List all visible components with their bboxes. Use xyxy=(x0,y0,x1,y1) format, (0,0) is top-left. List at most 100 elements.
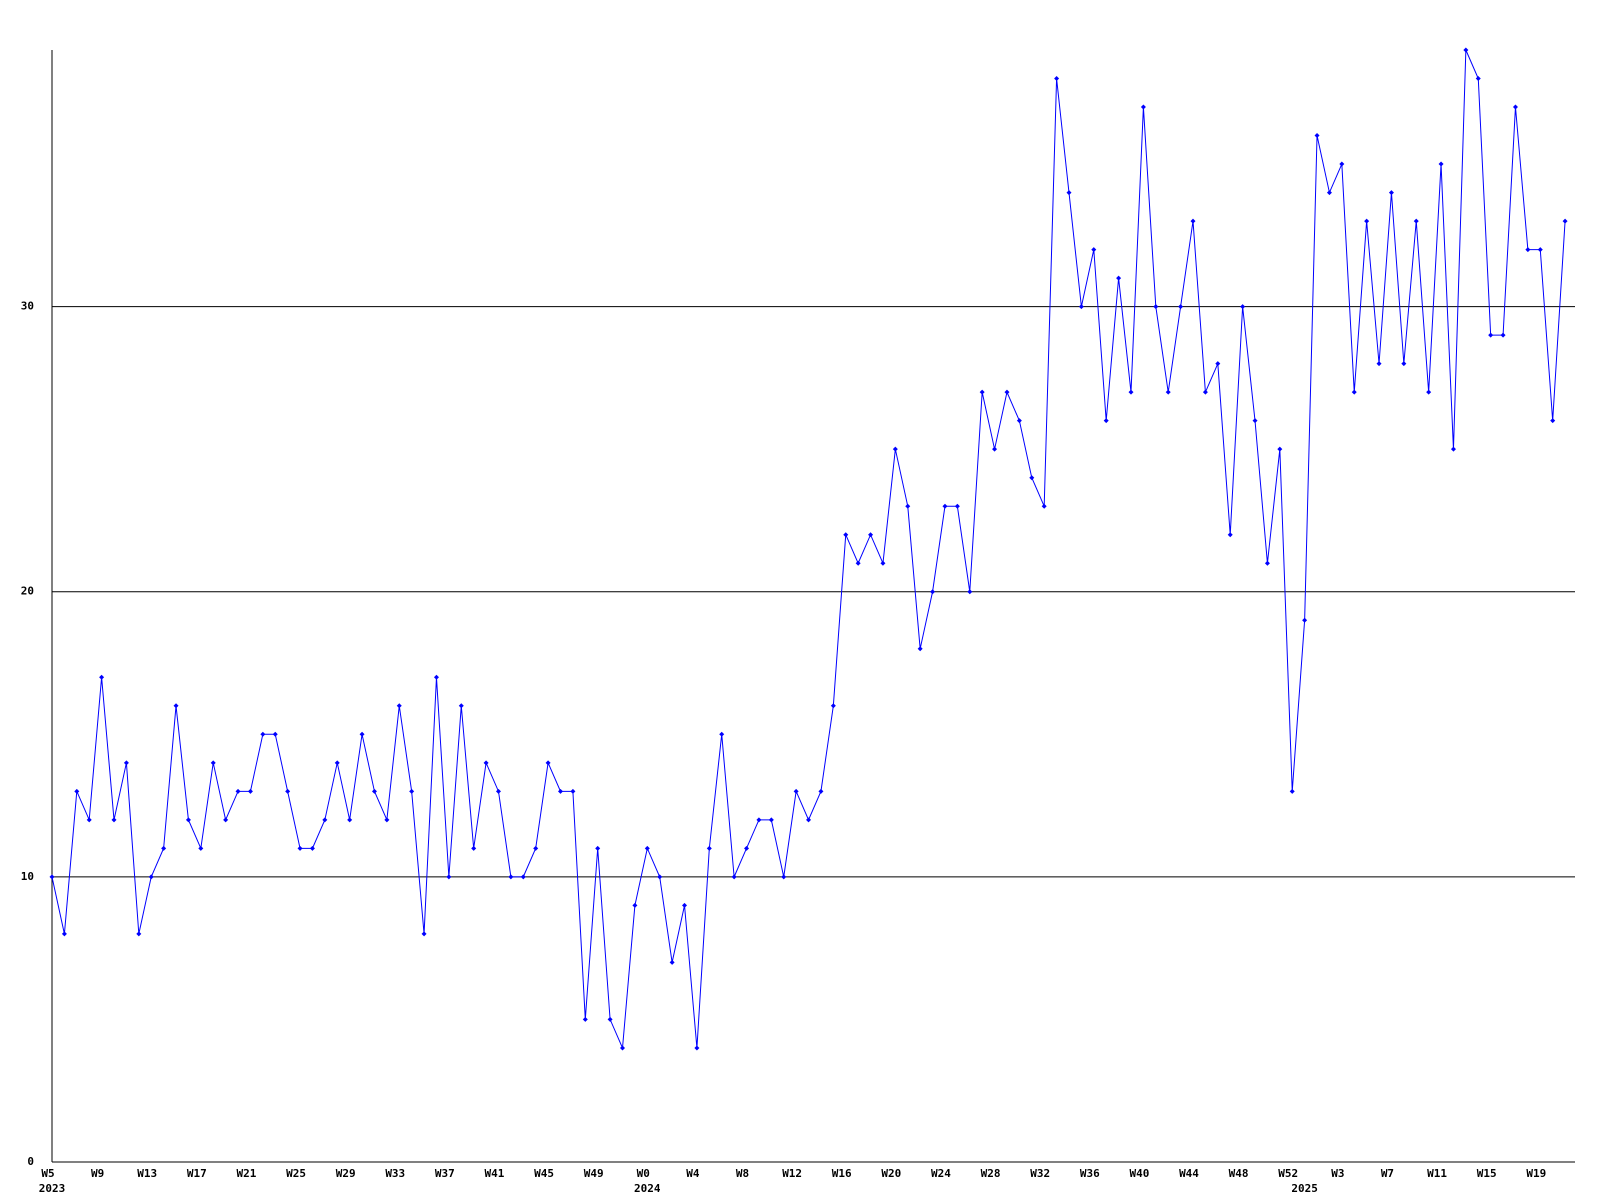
data-point xyxy=(86,817,92,823)
data-point xyxy=(1116,275,1122,281)
data-point xyxy=(954,503,960,509)
data-point xyxy=(657,874,663,880)
data-point xyxy=(1178,304,1184,310)
data-point xyxy=(1463,47,1469,53)
data-point xyxy=(892,446,898,452)
x-tick-label: W0 xyxy=(637,1167,650,1180)
data-point xyxy=(260,731,266,737)
data-point xyxy=(843,532,849,538)
x-tick-label: W40 xyxy=(1129,1167,1149,1180)
data-point xyxy=(694,1045,700,1051)
data-line xyxy=(51,49,1566,1049)
data-point xyxy=(1153,304,1159,310)
data-point xyxy=(458,703,464,709)
x-tick-label: W28 xyxy=(981,1167,1001,1180)
data-point xyxy=(433,674,439,680)
data-point xyxy=(756,817,762,823)
data-point xyxy=(1364,218,1370,224)
data-point xyxy=(285,788,291,794)
data-point xyxy=(682,902,688,908)
data-point xyxy=(1066,190,1072,196)
data-point xyxy=(644,845,650,851)
data-point xyxy=(1438,161,1444,167)
x-tick-label: W7 xyxy=(1381,1167,1394,1180)
year-label: 2025 xyxy=(1291,1182,1318,1195)
data-point xyxy=(979,389,985,395)
data-point xyxy=(1488,332,1494,338)
data-point xyxy=(719,731,725,737)
data-point xyxy=(421,931,427,937)
data-point xyxy=(1289,788,1295,794)
data-point xyxy=(148,874,154,880)
data-point xyxy=(1401,361,1407,367)
data-point xyxy=(173,703,179,709)
data-point xyxy=(99,674,105,680)
data-point xyxy=(471,845,477,851)
data-point xyxy=(1426,389,1432,395)
data-point xyxy=(1190,218,1196,224)
data-point xyxy=(533,845,539,851)
x-tick-label: W9 xyxy=(91,1167,104,1180)
x-tick-label: W44 xyxy=(1179,1167,1199,1180)
data-point xyxy=(446,874,452,880)
x-tick-label: W29 xyxy=(336,1167,356,1180)
data-point xyxy=(942,503,948,509)
x-tick-label: W33 xyxy=(385,1167,405,1180)
data-point xyxy=(49,874,55,880)
data-point xyxy=(731,874,737,880)
data-point xyxy=(396,703,402,709)
data-point xyxy=(1041,503,1047,509)
x-tick-label: W45 xyxy=(534,1167,554,1180)
x-tick-label: W25 xyxy=(286,1167,306,1180)
data-point xyxy=(1078,304,1084,310)
data-point xyxy=(136,931,142,937)
data-point xyxy=(1091,247,1097,253)
data-point xyxy=(917,646,923,652)
x-tick-label: W21 xyxy=(236,1167,256,1180)
y-tick-label: 10 xyxy=(21,870,34,883)
data-point xyxy=(607,1016,613,1022)
data-point xyxy=(1512,104,1518,110)
x-tick-label: W19 xyxy=(1526,1167,1546,1180)
data-point xyxy=(1252,418,1258,424)
data-point xyxy=(1351,389,1357,395)
data-point xyxy=(1016,418,1022,424)
data-point xyxy=(967,589,973,595)
x-tick-label: W52 xyxy=(1278,1167,1298,1180)
x-tick-label: W5 xyxy=(41,1167,54,1180)
data-point xyxy=(247,788,253,794)
x-tick-label: W15 xyxy=(1477,1167,1497,1180)
data-point xyxy=(185,817,191,823)
data-point xyxy=(198,845,204,851)
x-tick-label: W48 xyxy=(1229,1167,1249,1180)
data-point xyxy=(334,760,340,766)
data-point xyxy=(1240,304,1246,310)
x-tick-label: W20 xyxy=(881,1167,901,1180)
data-point xyxy=(992,446,998,452)
data-point xyxy=(545,760,551,766)
data-point xyxy=(483,760,489,766)
data-point xyxy=(359,731,365,737)
data-point xyxy=(123,760,129,766)
data-point xyxy=(235,788,241,794)
data-point xyxy=(930,589,936,595)
y-tick-label: 30 xyxy=(21,300,34,313)
data-point xyxy=(620,1045,626,1051)
x-tick-label: W16 xyxy=(832,1167,852,1180)
data-point xyxy=(223,817,229,823)
data-point xyxy=(1264,560,1270,566)
data-point xyxy=(1165,389,1171,395)
data-point xyxy=(74,788,80,794)
data-point xyxy=(1004,389,1010,395)
data-point xyxy=(272,731,278,737)
data-point xyxy=(1140,104,1146,110)
data-point xyxy=(1525,247,1531,253)
data-point xyxy=(1339,161,1345,167)
data-point xyxy=(1054,76,1060,82)
data-point xyxy=(557,788,563,794)
data-point xyxy=(1500,332,1506,338)
data-point xyxy=(905,503,911,509)
data-point xyxy=(669,959,675,965)
data-point xyxy=(384,817,390,823)
data-point xyxy=(1029,475,1035,481)
